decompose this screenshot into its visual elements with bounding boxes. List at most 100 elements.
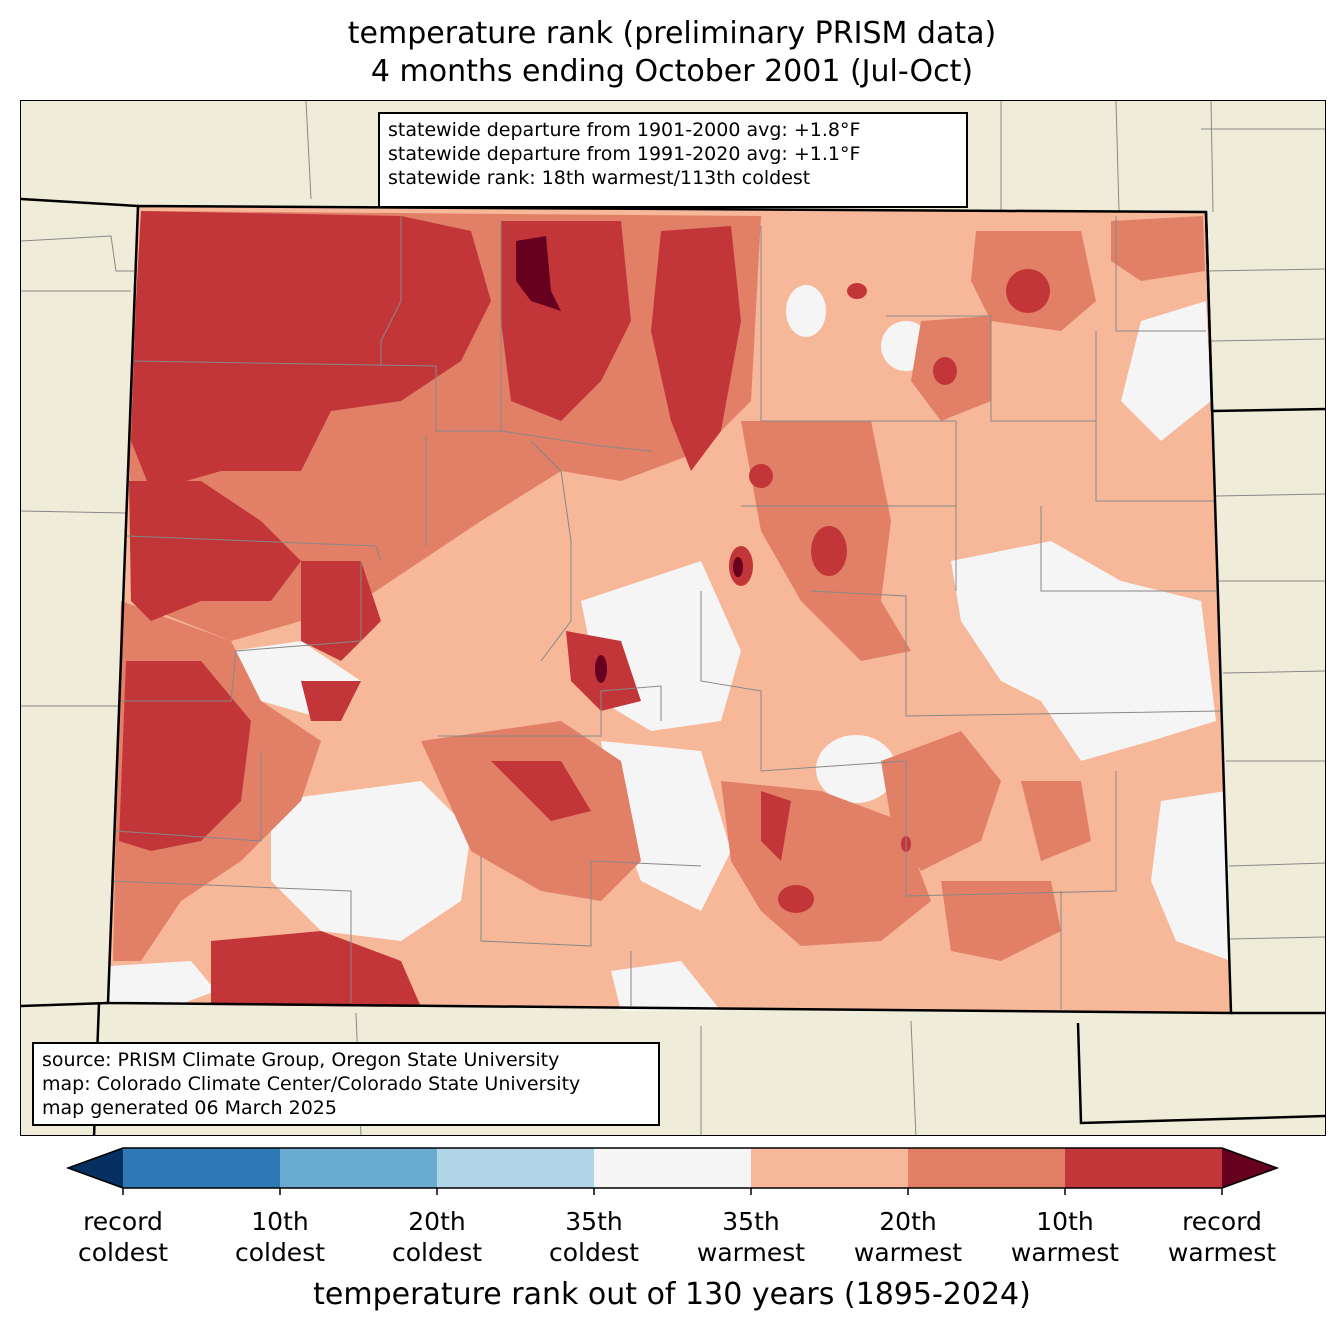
near-normal-patch-sanluis <box>601 741 731 911</box>
tick-label-line-2: warmest <box>1167 1238 1277 1267</box>
neighbor-line <box>1228 862 1325 867</box>
neighbor-line <box>21 510 127 514</box>
neighbor-line <box>1228 936 1325 940</box>
near-normal-patch-northeast <box>1121 301 1211 441</box>
colorbar-segment-10th-warmest <box>1065 1148 1223 1188</box>
map-panel <box>20 100 1326 1136</box>
county-line <box>110 880 352 1003</box>
county-line <box>121 561 362 702</box>
tick-label-line-2: warmest <box>1010 1238 1120 1267</box>
tick-label-line-2: coldest <box>234 1238 326 1267</box>
neighbor-line <box>910 1020 917 1135</box>
county-boundaries <box>110 216 1222 1009</box>
source-line-3: map generated 06 March 2025 <box>42 1097 337 1119</box>
record-patch-jackson <box>516 236 561 311</box>
neighbor-line <box>1215 493 1325 497</box>
county-line <box>125 535 382 562</box>
tick-label-line-2: warmest <box>853 1238 963 1267</box>
neighbor-line <box>21 235 134 272</box>
colorbar-tick-label: 10th coldest <box>195 1206 365 1268</box>
warm10-patch-elpaso <box>761 791 791 861</box>
tick-label-line-2: coldest <box>391 1238 483 1267</box>
tick-label-line-1: record <box>1182 1207 1262 1236</box>
source-box: source: PRISM Climate Group, Oregon Stat… <box>32 1042 660 1126</box>
warm10-patch-delta <box>301 681 361 721</box>
warm10-patch-otero-center <box>778 885 814 913</box>
tick-label-line-1: 20th <box>408 1207 466 1236</box>
county-line <box>438 685 662 737</box>
tick-label-line-1: 20th <box>879 1207 937 1236</box>
warm10-patch-morgan-center <box>933 357 957 385</box>
colorado-rank-map <box>21 101 1325 1135</box>
county-line <box>130 360 501 432</box>
neighbor-line <box>1222 670 1325 674</box>
neighbor-line <box>1115 101 1120 213</box>
nm-ok-border <box>1076 1022 1325 1125</box>
stat-line-1901: statewide departure from 1901-2000 avg: … <box>388 119 861 141</box>
colorbar-segment-near-normal <box>594 1148 752 1188</box>
county-line <box>480 856 702 947</box>
colorbar-extend-warm-arrow <box>1222 1148 1277 1188</box>
colorbar-tick-label: 20th coldest <box>352 1206 522 1268</box>
tick-label-line-2: coldest <box>77 1238 169 1267</box>
colorbar-segment-35th-warmest <box>751 1148 909 1188</box>
county-line <box>886 315 1096 422</box>
colorbar-tick-label: 10th warmest <box>980 1206 1150 1268</box>
near-normal-patch-lincoln <box>816 735 896 803</box>
colorbar-extend-cold-arrow <box>68 1148 123 1188</box>
warm20-patch-kiowa <box>881 731 1001 871</box>
chart-title-line-2: 4 months ending October 2001 (Jul-Oct) <box>370 54 974 89</box>
county-line <box>500 221 652 452</box>
stat-line-rank: statewide rank: 18th warmest/113th colde… <box>388 167 811 189</box>
warm10-patch-arapahoe <box>811 526 847 576</box>
warm10-patch-washington <box>1006 269 1050 313</box>
neighbor-county-boundaries <box>21 101 1325 1135</box>
near-normal-patch-southwest <box>108 961 216 1004</box>
colorbar-tick-label: record coldest <box>38 1206 208 1268</box>
source-line-1: source: PRISM Climate Group, Oregon Stat… <box>42 1049 560 1071</box>
neighbor-line <box>305 101 312 200</box>
near-normal-patch-otero <box>611 961 721 1011</box>
warm20-patch-baca <box>941 881 1061 961</box>
tick-label-line-2: coldest <box>548 1238 640 1267</box>
record-warmest-regions <box>516 236 743 683</box>
colorbar-tick-label: 35th coldest <box>509 1206 679 1268</box>
stat-line-1991: statewide departure from 1991-2020 avg: … <box>388 143 861 165</box>
colorbar-tick-label: 20th warmest <box>823 1206 993 1268</box>
county-line <box>810 590 1222 717</box>
warm10-patch-larimer <box>651 226 741 471</box>
statewide-stats-box: statewide departure from 1901-2000 avg: … <box>378 112 968 208</box>
county-line <box>380 216 402 366</box>
warm10-patch-saguache <box>491 761 591 821</box>
colorbar-segment-20th-coldest <box>280 1148 438 1188</box>
colorbar-tick-label: record warmest <box>1137 1206 1307 1268</box>
warm10-patch-mesa <box>119 661 251 851</box>
colorbar-tick-label: 35th warmest <box>666 1206 836 1268</box>
neighbor-line <box>1210 101 1214 213</box>
nebraska-kansas-border <box>1211 407 1325 413</box>
record-patch-park <box>595 655 607 683</box>
utah-arizona-border <box>21 1001 109 1008</box>
colorbar <box>65 1147 1280 1195</box>
wyoming-utah-border <box>21 197 139 208</box>
warm10-patch-weld-center <box>847 283 867 299</box>
warm10-patch-southwest <box>211 931 421 1007</box>
near-normal-patch-weld <box>786 285 826 337</box>
county-line <box>530 440 572 662</box>
record-patch-douglas <box>733 557 743 577</box>
neighbor-line <box>1210 338 1325 342</box>
near-normal-regions <box>108 285 1231 1011</box>
colorbar-segment-20th-warmest <box>908 1148 1066 1188</box>
near-normal-patch-east <box>951 541 1216 761</box>
tick-label-line-1: 10th <box>251 1207 309 1236</box>
tick-label-line-1: 10th <box>1036 1207 1094 1236</box>
neighbor-line <box>1205 268 1325 272</box>
chart-title-line-1: temperature rank (preliminary PRISM data… <box>347 16 997 51</box>
tick-label-line-1: 35th <box>565 1207 623 1236</box>
colorbar-segment-35th-coldest <box>437 1148 595 1188</box>
ne-co-border <box>1204 211 1214 412</box>
warm10-patch-western-slope <box>129 481 301 621</box>
county-line <box>700 591 762 771</box>
warm20-patch-southcentral <box>421 721 641 901</box>
colorbar-label: temperature rank out of 130 years (1895-… <box>313 1277 1031 1312</box>
